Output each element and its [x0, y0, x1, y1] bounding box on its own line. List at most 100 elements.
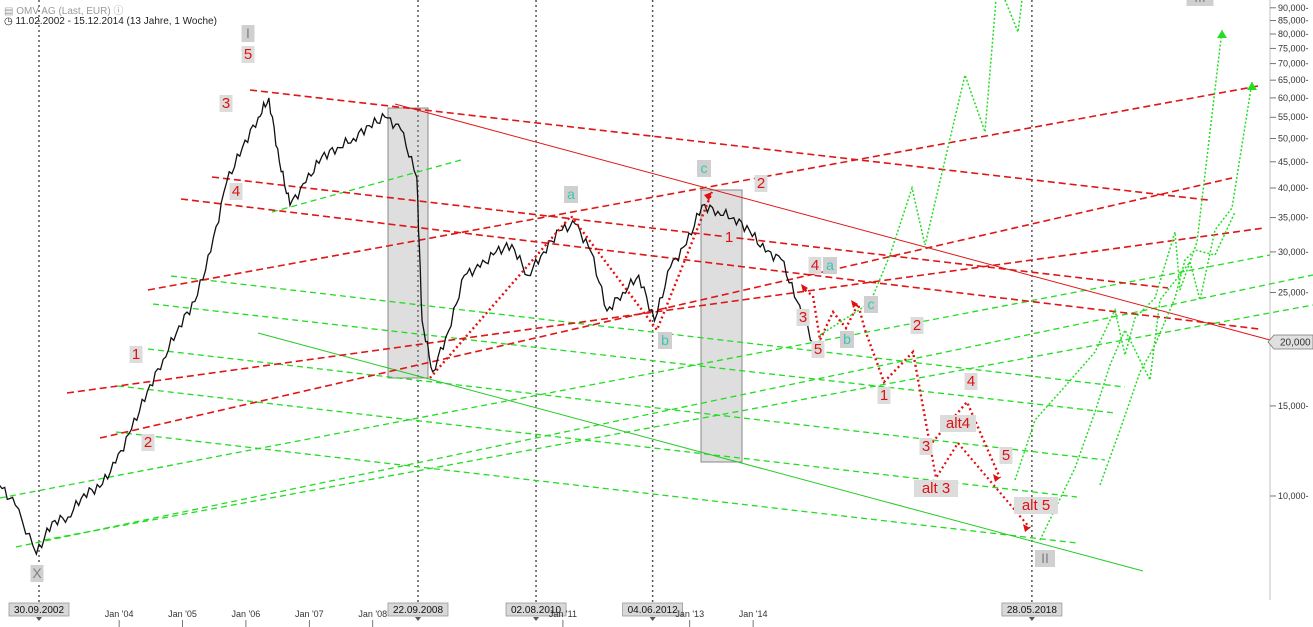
wave-label-red-bg-11 [808, 257, 822, 274]
red-alt-forecast-path [928, 441, 1031, 529]
wave-label-red-4: 2 [144, 434, 152, 451]
y-tick-label-15: 85,000- [1278, 16, 1309, 26]
wave-label-red-6: b [677, 334, 678, 336]
wave-label-red-bg-15 [919, 438, 933, 455]
wave-label-red-bg-9 [754, 175, 768, 192]
date-marker-pointer-0 [36, 617, 42, 621]
y-tick-label-8: 50,000- [1278, 133, 1309, 143]
red-channel-3 [66, 227, 1265, 394]
y-tick-label-10: 60,000- [1278, 93, 1309, 103]
x-tick-label-4: Jan '08 [358, 609, 387, 619]
info-icon[interactable]: ⓘ [113, 6, 124, 17]
wave-label-red-bg-13 [877, 387, 891, 404]
wave-label-red-17: 5 [1002, 447, 1010, 464]
date-marker-label-3: 04.06.2012 [628, 605, 678, 616]
wave-label-red-bg-8 [722, 229, 736, 246]
y-tick-label-6: 40,000- [1278, 183, 1309, 193]
green-forecast-path-1 [1004, 0, 1023, 35]
wave-label-red-10: 3 [799, 309, 807, 326]
green-forecast-path-3 [1039, 81, 1253, 541]
date-marker-label-1: 22.09.2008 [393, 605, 443, 616]
wave-label-cyan-bg-0 [564, 186, 578, 203]
wave-label-red-bg-17 [999, 447, 1013, 464]
red-forecast-arrowhead-1 [1023, 524, 1030, 532]
wave-label-grey-bg-0 [241, 25, 255, 42]
green-forecast-path-0 [819, 0, 997, 336]
wave-label-cyan-bg-1 [658, 332, 672, 349]
wave-label-red-18: alt4 [946, 415, 970, 432]
wave-label-red-bg-14 [910, 317, 924, 334]
wave-label-grey-3: X [32, 565, 42, 581]
green-channel-2 [0, 254, 1271, 499]
wave-label-red-bg-3 [129, 346, 143, 363]
wave-label-red-bg-4 [141, 434, 155, 451]
y-tick-label-13: 75,000- [1278, 43, 1309, 53]
y-tick-label-9: 55,000- [1278, 112, 1309, 122]
wave-label-grey-2: III [1194, 0, 1206, 5]
green-channel-7 [115, 431, 1078, 544]
date-marker-pointer-1 [415, 617, 421, 621]
y-tick-label-11: 65,000- [1278, 75, 1309, 85]
red-channel-5 [147, 85, 1259, 291]
wave-label-cyan-bg-5 [864, 296, 878, 313]
wave-label-red-14: 2 [913, 317, 921, 334]
current-value-label: 20,000 [1280, 338, 1311, 349]
wave-label-cyan-bg-3 [823, 257, 837, 274]
wave-label-grey-bg-2 [1186, 0, 1214, 6]
wave-label-cyan-2: c [701, 160, 708, 176]
wave-label-cyan-4: b [843, 331, 851, 347]
x-tick-label-0: Jan '04 [105, 609, 134, 619]
wave-label-cyan-bg-2 [697, 160, 711, 177]
wave-label-red-bg-16 [964, 373, 978, 390]
green-channel-1 [43, 304, 1313, 541]
y-tick-label-4: 30,000- [1278, 247, 1309, 257]
chart-icon: ▤ [4, 6, 14, 17]
wave-label-cyan-1: b [661, 332, 669, 348]
y-tick-label-14: 80,000- [1278, 29, 1309, 39]
green-forecast-arrowhead-1 [1247, 82, 1257, 90]
chart-date-range: ◷ 11.02.2002 - 15.12.2014 (13 Jahre, 1 W… [4, 16, 217, 27]
date-marker-box-3 [622, 602, 684, 617]
x-tick-label-2: Jan '06 [232, 609, 261, 619]
wave-label-red-13: 1 [880, 387, 888, 404]
wave-label-red-bg-12 [811, 341, 825, 358]
date-marker-pointer-2 [533, 617, 540, 621]
wave-label-red-7: c [716, 162, 717, 164]
date-marker-label-4: 28.05.2018 [1007, 605, 1057, 616]
wave-label-red-11: 4 [811, 257, 819, 274]
chart-date-range-text: 11.02.2002 - 15.12.2014 (13 Jahre, 1 Woc… [15, 16, 217, 27]
wave-label-red-2: 4 [232, 183, 240, 200]
y-tick-label-0: 10,000- [1278, 491, 1309, 501]
y-tick-label-7: 45,000- [1278, 157, 1309, 167]
red-channel-4 [99, 177, 1233, 439]
wave-label-red-bg-20 [1014, 497, 1058, 514]
wave-label-red-bg-2 [229, 183, 243, 200]
wave-label-cyan-5: c [868, 296, 875, 312]
wave-label-red-8: 1 [725, 229, 733, 246]
date-marker-pointer-3 [649, 617, 656, 621]
green-channel-5 [147, 348, 1106, 461]
red-forecast-arrowhead-0 [993, 474, 1000, 482]
green-forecast-path-2 [1014, 29, 1223, 481]
red-channel-1 [211, 176, 1169, 289]
red-forecast-path [804, 289, 1002, 479]
date-marker-box-4 [1001, 602, 1063, 617]
red-forecast-arrowhead-2 [851, 300, 858, 308]
date-marker-box-2 [505, 602, 567, 617]
wave-label-grey-bg-3 [30, 565, 44, 582]
wave-label-grey-0: I [246, 25, 250, 41]
price-series-line [0, 97, 814, 557]
crash-zone-box-1 [700, 189, 743, 463]
wave-label-red-15: 3 [922, 438, 930, 455]
wave-label-red-bg-10 [796, 309, 810, 326]
wave-label-red-3: 1 [132, 346, 140, 363]
wave-label-red-bg-0 [241, 46, 255, 63]
chart-title: ▤ OMV AG (Last, EUR) ⓘ [4, 2, 123, 17]
red-abc-arrowhead [704, 192, 712, 201]
green-channel-4 [152, 303, 1116, 414]
green-channel-8 [271, 159, 462, 213]
y-tick-label-1: 15,000- [1278, 401, 1309, 411]
wave-label-red-12: 5 [814, 341, 822, 358]
x-tick-label-5: Jan '11 [549, 609, 577, 619]
wave-label-grey-bg-1 [1035, 550, 1055, 567]
